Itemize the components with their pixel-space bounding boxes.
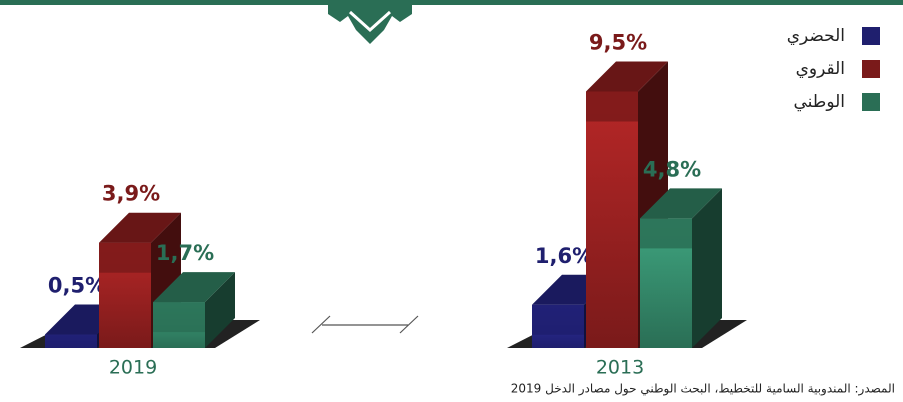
ornament <box>328 0 412 44</box>
legend-label: الحضري <box>787 26 845 46</box>
bar-cap <box>99 242 151 273</box>
value-label: 0,5% <box>48 274 106 298</box>
legend-label: الوطني <box>793 92 845 112</box>
legend-swatch <box>862 93 880 111</box>
bar <box>586 91 638 348</box>
bar-cap <box>45 334 97 348</box>
value-label: 1,7% <box>156 241 214 265</box>
bar-top <box>99 212 181 243</box>
bar-cap <box>586 91 638 122</box>
legend-swatch <box>862 60 880 78</box>
bar-top <box>586 61 668 92</box>
year-label: 2019 <box>109 357 157 379</box>
bar-cap <box>532 304 584 335</box>
legend-swatch <box>862 27 880 45</box>
bar-side <box>692 188 722 348</box>
top-band <box>0 0 903 5</box>
bar-side <box>205 272 235 348</box>
source: المصدر: المندوبية السامية للتخطيط، البحث… <box>511 382 895 397</box>
divider <box>311 315 419 334</box>
value-label: 1,6% <box>535 244 593 268</box>
value-label: 9,5% <box>589 31 647 55</box>
ornament-line <box>348 10 392 33</box>
bar-cap <box>640 218 692 249</box>
bar-top <box>640 188 722 219</box>
year-label: 2013 <box>596 357 644 379</box>
value-label: 3,9% <box>102 182 160 206</box>
bar-top <box>153 272 235 303</box>
legend-label: القروي <box>796 59 845 79</box>
value-label: 4,8% <box>643 157 701 181</box>
bar-cap <box>153 302 205 333</box>
